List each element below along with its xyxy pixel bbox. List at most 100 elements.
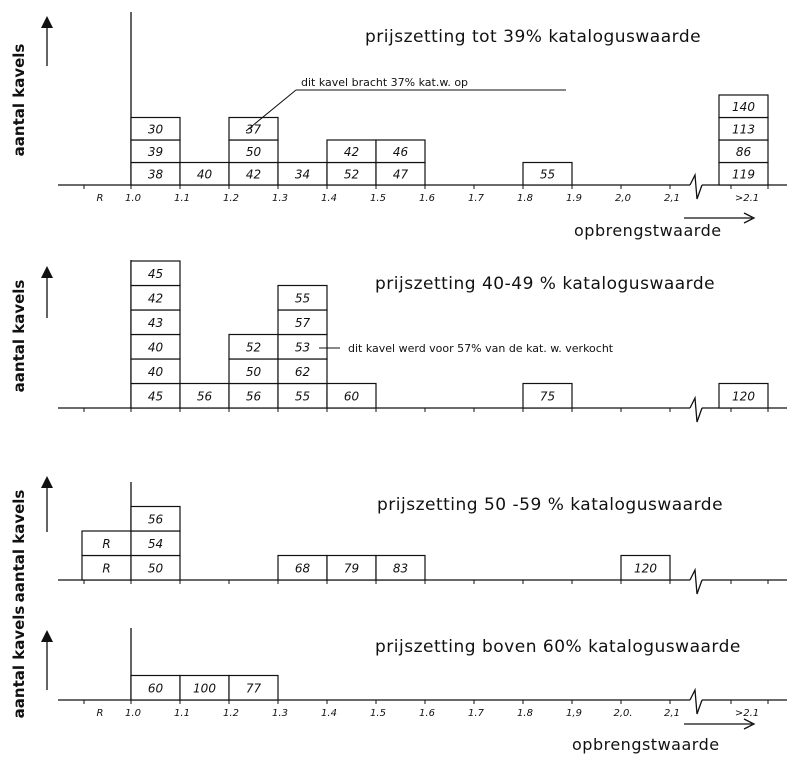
annotation-text: dit kavel bracht 37% kat.w. op (301, 76, 468, 89)
bar-cell (375, 554, 426, 581)
bar-cell-label: 86 (736, 145, 752, 159)
x-tick-label: 2,0 (615, 193, 631, 204)
bar-cell (620, 554, 671, 581)
y-axis-arrow-head (41, 266, 53, 278)
bar-cell (718, 382, 769, 409)
bar-cell-label: 42 (246, 167, 261, 181)
x-axis-title: opbrengstwaarde (572, 735, 720, 754)
y-axis-label: aantal kavels (10, 280, 28, 393)
x-axis-title-arrowhead (743, 718, 756, 730)
bar-cell-label: 40 (148, 365, 164, 379)
x-tick-label: 1.0 (125, 193, 141, 204)
bar-cell-label: R (102, 561, 110, 575)
panel-title: prijszetting 40-49 % kataloguswaarde (375, 274, 715, 294)
x-tick-label: 2,1 (664, 193, 680, 204)
bar-cell (718, 94, 769, 119)
bar-cell (228, 116, 279, 141)
x-axis-title-arrowhead (743, 212, 756, 224)
bar-cell-label: 45 (148, 389, 163, 403)
bar-cell (179, 382, 230, 409)
bar-cell-label: 60 (344, 389, 360, 403)
bar-cell-label: 38 (148, 167, 164, 181)
panel-title: prijszetting tot 39% kataloguswaarde (365, 27, 701, 47)
bar-cell (130, 116, 181, 141)
x-axis-title: opbrengstwaarde (574, 221, 722, 240)
bar-cell-label: 100 (193, 681, 216, 695)
annotation-leader (245, 89, 297, 132)
bar-cell-label: 77 (246, 681, 262, 695)
x-tick-label: 1.6 (419, 193, 435, 204)
x-tick-label: 1.9 (566, 193, 582, 204)
bar-cell-label: 57 (295, 316, 311, 330)
x-tick-label: 1.1 (174, 708, 190, 719)
x-tick-label: 1.8 (517, 193, 533, 204)
bar-cell (277, 382, 328, 409)
y-axis-label: aantal kavels (10, 606, 28, 719)
bar-cell (326, 382, 377, 409)
x-tick-label: 1.1 (174, 193, 190, 204)
x-tick-label: R (97, 708, 104, 719)
x-tick-label: >2.1 (735, 193, 759, 204)
annotation-text: dit kavel werd voor 57% van de kat. w. v… (348, 342, 614, 355)
x-tick-label: 2,1 (664, 708, 680, 719)
bar-cell (277, 284, 328, 311)
bar-cell-label: 56 (148, 512, 164, 526)
bar-cell (522, 161, 573, 186)
bar-cell-label: 55 (540, 167, 555, 181)
bar-cell-label: 37 (246, 122, 262, 136)
bar-cell-label: 56 (197, 389, 213, 403)
bar-cell (130, 530, 181, 557)
bar-cell-label: 50 (246, 365, 262, 379)
bar-cell-label: 40 (197, 167, 213, 181)
bar-cell-label: 42 (344, 145, 359, 159)
x-tick-label: 1.4 (321, 708, 337, 719)
bar-cell-label: 120 (634, 561, 657, 575)
bar-cell (522, 382, 573, 409)
bar-cell-label: 140 (732, 100, 755, 114)
x-tick-label: 1.3 (272, 708, 288, 719)
bar-cell-label: 40 (148, 340, 164, 354)
bar-cell-label: 52 (344, 167, 359, 181)
bar-cell-label: 79 (344, 561, 359, 575)
y-axis-label: aantal kavels (10, 44, 28, 157)
bar-cell-label: 120 (732, 389, 755, 403)
bar-cell (228, 674, 279, 701)
bar-cell-label: 47 (393, 167, 409, 181)
bar-cell (130, 358, 181, 385)
bar-cell-label: 75 (540, 389, 555, 403)
x-tick-label: 1.2 (223, 193, 239, 204)
x-tick-label: 1.5 (370, 708, 386, 719)
bar-cell (81, 554, 132, 581)
x-tick-label: 1.3 (272, 193, 288, 204)
bar-cell-label: 43 (148, 316, 163, 330)
axis-break (689, 687, 703, 715)
panel-title: prijszetting 50 -59 % kataloguswaarde (377, 495, 723, 515)
bar-cell-label: 60 (148, 681, 164, 695)
bar-cell-label: 56 (246, 389, 262, 403)
bar-cell-label: 83 (393, 561, 408, 575)
x-tick-label: 1.6 (419, 708, 435, 719)
bar-cell-label: 50 (148, 561, 164, 575)
bar-cell (228, 358, 279, 385)
x-tick-label: 1.2 (223, 708, 239, 719)
bar-cell-label: R (102, 537, 110, 551)
bar-cell-label: 34 (295, 167, 310, 181)
bar-cell (130, 505, 181, 532)
bar-cell (130, 284, 181, 311)
y-axis-label: aantal kavels (10, 490, 28, 603)
x-tick-label: 1.0 (125, 708, 141, 719)
bar-cell-label: 113 (732, 122, 755, 136)
bar-cell-label: 55 (295, 389, 310, 403)
bar-cell (375, 139, 426, 164)
bar-cell (130, 333, 181, 360)
bar-cell-label: 52 (246, 340, 261, 354)
axis-break (689, 172, 703, 200)
y-axis-arrow-head (41, 476, 53, 488)
bar-cell-label: 68 (295, 561, 311, 575)
bar-cell (326, 554, 377, 581)
y-axis-arrow-head (41, 16, 53, 28)
x-tick-label: >2.1 (735, 708, 759, 719)
bar-cell-label: 46 (393, 145, 409, 159)
x-tick-label: 2,0. (613, 708, 632, 719)
